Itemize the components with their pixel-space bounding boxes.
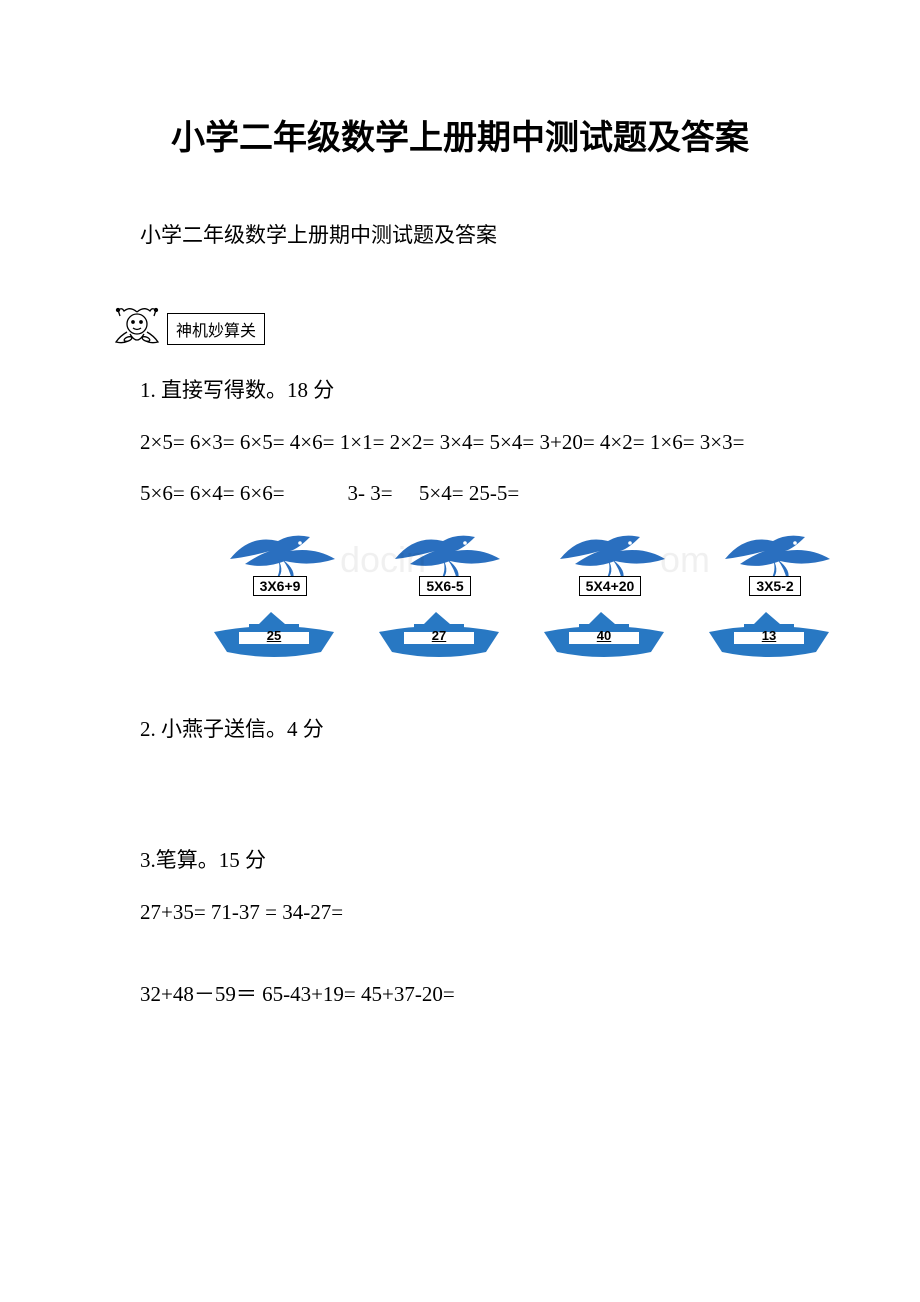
- q3-line2: 32+48－59＝ 65-43+19= 45+37-20=: [140, 978, 870, 1012]
- nest-number: 13: [762, 628, 776, 643]
- q3-prompt: 3.笔算。15 分: [140, 844, 870, 878]
- page-subtitle: 小学二年级数学上册期中测试题及答案: [140, 219, 870, 249]
- nest-item: 40: [544, 610, 664, 658]
- q3-line1: 27+35= 71-37 = 34-27=: [140, 896, 870, 930]
- section-header-label: 神机妙算关: [167, 313, 265, 345]
- nest-item: 25: [214, 610, 334, 658]
- nest-number: 27: [432, 628, 446, 643]
- jester-icon: [110, 304, 165, 354]
- page-title: 小学二年级数学上册期中测试题及答案: [50, 110, 870, 159]
- nest-item: 27: [379, 610, 499, 658]
- swallow-item: 3X6+9: [220, 529, 340, 596]
- q2-prompt: 2. 小燕子送信。4 分: [140, 713, 870, 747]
- swallow-puzzle: docin om 3X6+9: [220, 529, 840, 658]
- swallow-expression: 5X4+20: [579, 576, 642, 596]
- q1-equations: 2×5= 6×3= 6×5= 4×6= 1×1= 2×2= 3×4= 5×4= …: [50, 426, 870, 460]
- section-header: 神机妙算关: [110, 304, 870, 354]
- swallow-expression: 3X5-2: [749, 576, 800, 596]
- nest-number: 25: [267, 628, 281, 643]
- q1-prompt: 1. 直接写得数。18 分: [140, 374, 870, 408]
- nest-number: 40: [597, 628, 611, 643]
- swallow-row: 3X6+9 5X6-5 5X4+: [220, 529, 840, 596]
- swallow-item: 5X6-5: [385, 529, 505, 596]
- nest-item: 13: [709, 610, 829, 658]
- nest-row: 25 27 40: [214, 610, 840, 658]
- swallow-item: 5X4+20: [550, 529, 670, 596]
- swallow-expression: 3X6+9: [253, 576, 308, 596]
- q1-line2: 5×6= 6×4= 6×6= 3- 3= 5×4= 25-5=: [140, 477, 870, 511]
- swallow-expression: 5X6-5: [419, 576, 470, 596]
- q1-line1: 2×5= 6×3= 6×5= 4×6= 1×1= 2×2= 3×4= 5×4= …: [140, 430, 745, 454]
- swallow-item: 3X5-2: [715, 529, 835, 596]
